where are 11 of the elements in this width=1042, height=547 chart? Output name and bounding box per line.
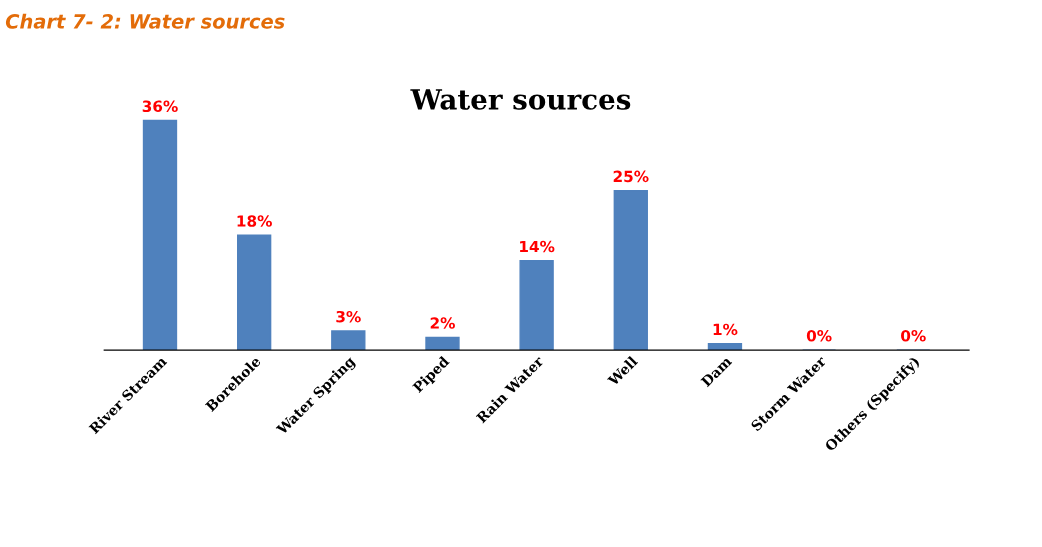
data-label: 0% [806,330,832,342]
data-label: 3% [336,310,361,323]
chart-title: Water sources [410,89,631,110]
data-label: 36% [142,100,178,113]
data-label: 14% [520,240,555,253]
chart-subtitle: Chart 7- 2: Water sources [5,13,285,29]
data-label: 18% [237,215,272,227]
data-label: 2% [430,317,455,329]
data-label: 25% [613,170,649,183]
data-label: 0% [901,330,926,342]
data-label: 1% [713,323,738,336]
